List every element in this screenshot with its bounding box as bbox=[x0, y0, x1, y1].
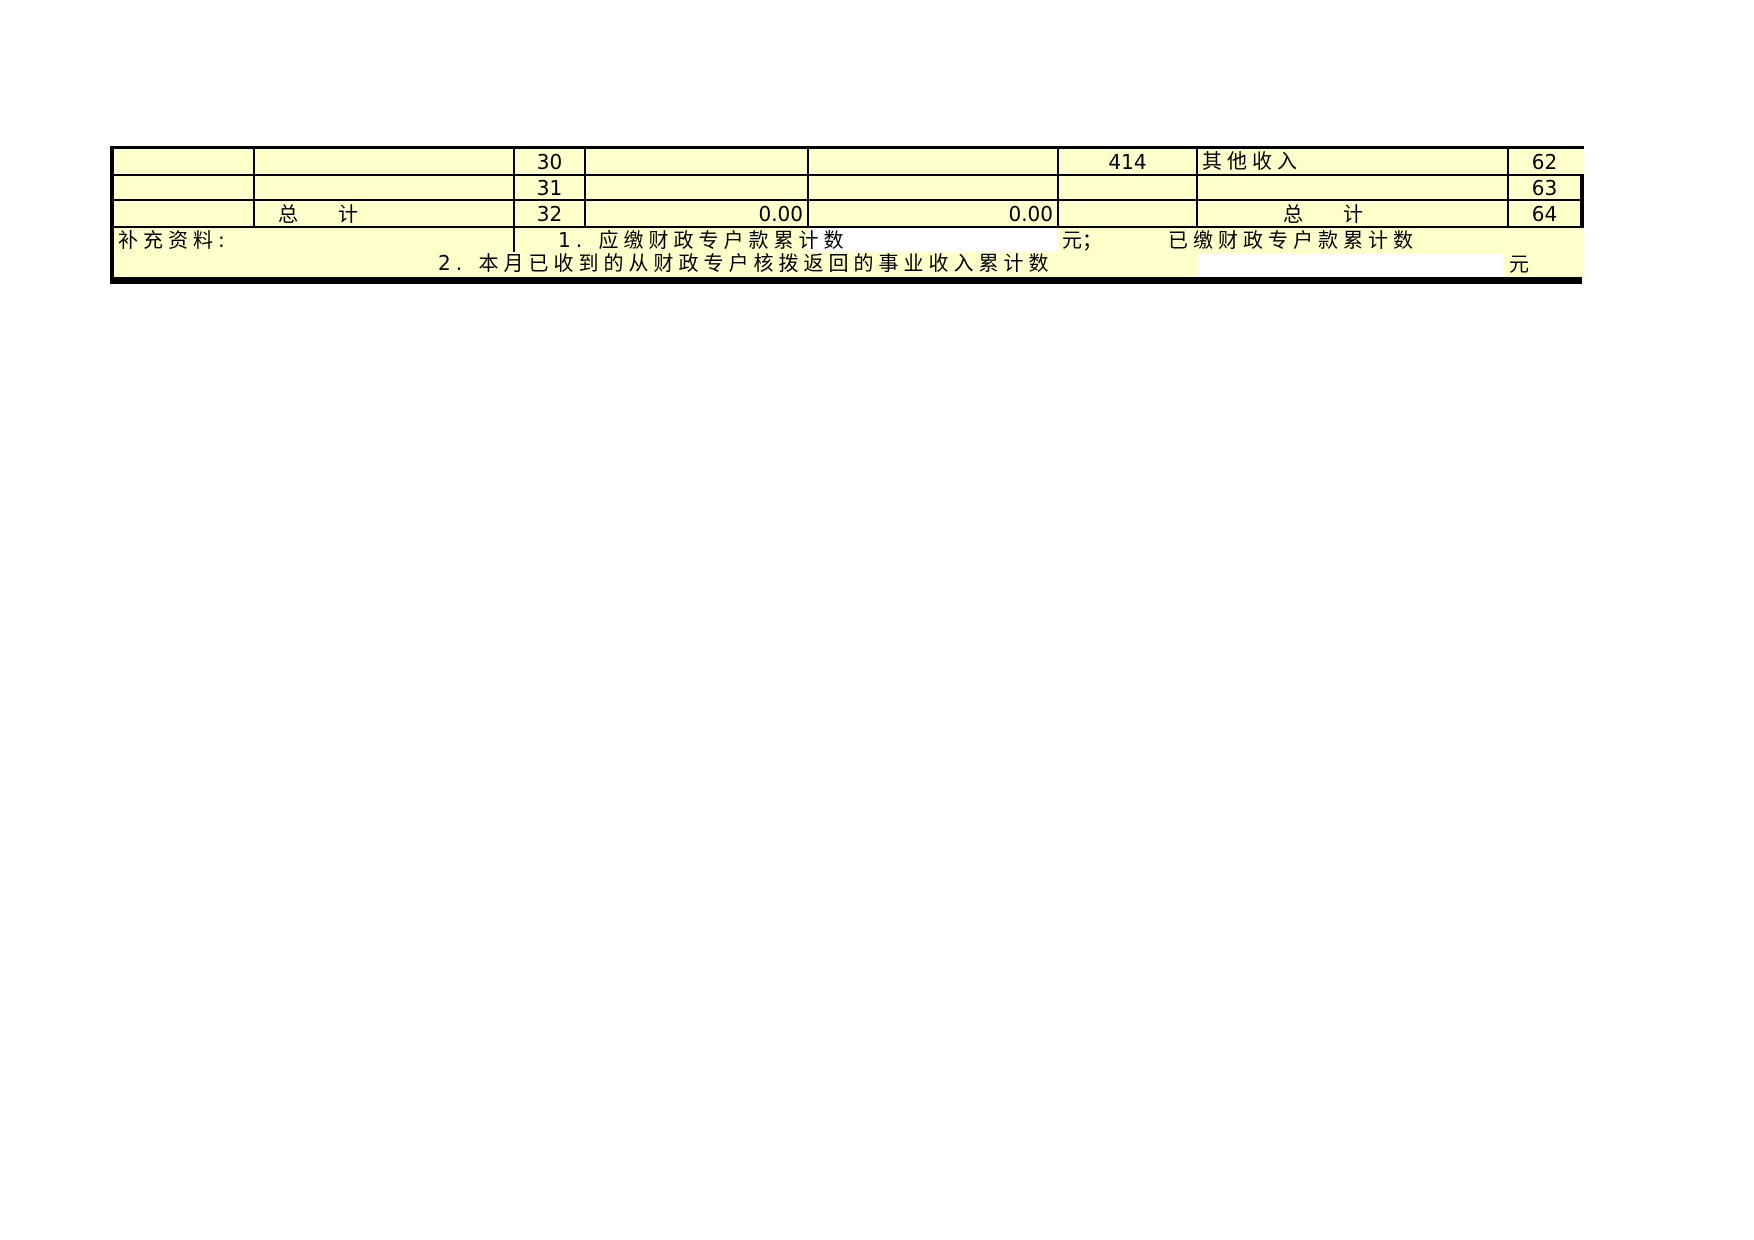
row-divider-1 bbox=[110, 174, 1584, 176]
total-row-amount2-cell: 0.00 bbox=[1008, 201, 1053, 226]
col-divider-3 bbox=[584, 146, 586, 228]
row30-amount1-cell bbox=[586, 149, 807, 174]
col-divider-1 bbox=[253, 146, 255, 228]
row31-right-name-cell bbox=[1202, 176, 1507, 199]
item1-label: 1. 应缴财政专户款累计数 bbox=[558, 228, 849, 252]
col-divider-5 bbox=[1057, 146, 1059, 228]
row31-amount1-cell bbox=[586, 176, 807, 199]
row31-left-name-cell bbox=[114, 176, 253, 199]
total-row-left-label-cell: 总 计 bbox=[278, 201, 358, 226]
supplement-section-label: 补充资料: bbox=[118, 228, 230, 252]
row31-amount2-cell bbox=[809, 176, 1057, 199]
row30-left-name-cell bbox=[114, 149, 253, 174]
item1-unit-label: 元； bbox=[1062, 228, 1102, 252]
total-row-code-cell: 32 bbox=[536, 201, 563, 226]
item2-input-cell[interactable] bbox=[1197, 254, 1503, 277]
col-divider-7 bbox=[1507, 146, 1509, 228]
item2-label: 2. 本月已收到的从财政专户核拨返回的事业收入累计数 bbox=[438, 251, 1054, 275]
table-border-left bbox=[110, 146, 114, 284]
row30-code-cell: 30 bbox=[536, 149, 563, 174]
total-row-right-code-cell: 64 bbox=[1531, 201, 1558, 226]
col-divider-2 bbox=[513, 146, 515, 252]
table-border-top bbox=[110, 146, 1584, 149]
row31-code-cell: 31 bbox=[536, 175, 563, 200]
table-border-bottom bbox=[110, 277, 1582, 284]
row-divider-2 bbox=[110, 199, 1584, 201]
row31-code-mid-cell bbox=[1059, 176, 1196, 199]
item2-unit-label: 元 bbox=[1509, 252, 1529, 276]
col-divider-6 bbox=[1196, 146, 1198, 228]
row30-right-name-cell: 其他收入 bbox=[1202, 148, 1302, 173]
total-row-amount1-cell: 0.00 bbox=[758, 201, 803, 226]
row30-code-mid-cell: 414 bbox=[1108, 149, 1147, 174]
total-row-right-label-cell: 总 计 bbox=[1283, 201, 1363, 226]
row-divider-3 bbox=[110, 226, 1584, 228]
row30-right-code-cell: 62 bbox=[1531, 149, 1558, 174]
col-divider-4 bbox=[807, 146, 809, 228]
table-border-right bbox=[1580, 174, 1584, 228]
row30-amount2-cell bbox=[809, 149, 1057, 174]
row31-right-code-cell: 63 bbox=[1531, 175, 1558, 200]
total-row-code-mid-cell bbox=[1059, 201, 1196, 226]
item1b-label: 已缴财政专户款累计数 bbox=[1168, 228, 1418, 252]
item1-input-cell[interactable] bbox=[807, 228, 1057, 251]
